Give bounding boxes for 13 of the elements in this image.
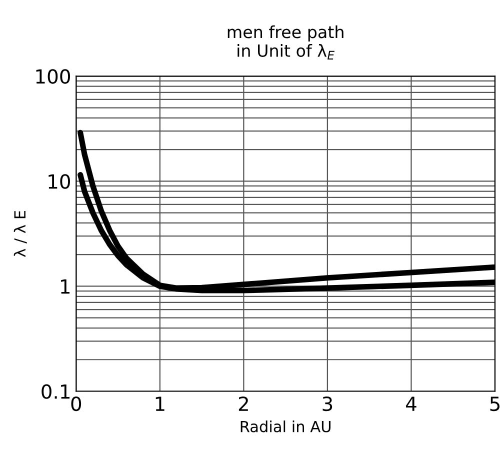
y-tick-label: 0.1 [42, 384, 70, 399]
x-axis-title: Radial in AU [240, 420, 330, 432]
x-tick-label: 1 [156, 396, 164, 411]
y-tick-label: 100 [36, 69, 70, 84]
y-tick-label: 10 [48, 174, 70, 189]
chart-title: men free path in Unit of λ$_{E}$ [228, 25, 344, 60]
y-tick-label: 1 [61, 279, 70, 294]
x-tick-label: 4 [406, 396, 416, 411]
x-tick-label: 0 [71, 396, 82, 412]
x-tick-label: 3 [322, 396, 332, 412]
y-axis-title: λ / λ E [14, 210, 27, 257]
x-tick-label: 5 [490, 396, 500, 412]
x-tick-label: 2 [238, 396, 248, 411]
